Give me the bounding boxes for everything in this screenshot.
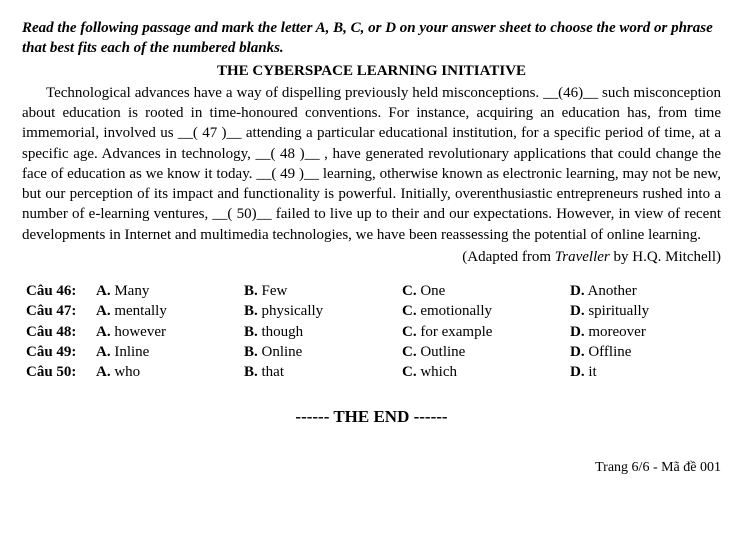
option-key: D. [570,303,585,319]
option-a[interactable]: A. Inline [92,342,240,362]
option-text: though [262,324,304,340]
question-number: Câu 48: [22,322,92,342]
questions-table: Câu 46: A. Many B. Few C. One D. Another… [22,281,721,382]
option-key: B. [244,283,258,299]
option-text: Few [262,283,288,299]
option-a[interactable]: A. Many [92,281,240,301]
option-key: D. [570,364,585,380]
option-key: C. [402,344,417,360]
passage-text: Technological advances have a way of dis… [22,85,721,243]
option-key: A. [96,303,111,319]
option-key: A. [96,344,111,360]
option-a[interactable]: A. however [92,322,240,342]
option-d[interactable]: D. it [566,362,721,382]
passage-title: THE CYBERSPACE LEARNING INITIATIVE [22,61,721,81]
attribution-title: Traveller [555,249,610,265]
option-text: Many [114,283,149,299]
question-number: Câu 50: [22,362,92,382]
option-key: A. [96,364,111,380]
option-text: Online [262,344,303,360]
option-c[interactable]: C. Outline [398,342,566,362]
option-c[interactable]: C. for example [398,322,566,342]
question-row: Câu 48: A. however B. though C. for exam… [22,322,721,342]
instructions-text: Read the following passage and mark the … [22,18,721,59]
option-b[interactable]: B. though [240,322,398,342]
attribution-suffix: by H.Q. Mitchell) [610,249,721,265]
question-number: Câu 47: [22,301,92,321]
option-d[interactable]: D. moreover [566,322,721,342]
option-b[interactable]: B. Few [240,281,398,301]
question-number: Câu 49: [22,342,92,362]
option-key: B. [244,364,258,380]
option-b[interactable]: B. physically [240,301,398,321]
option-c[interactable]: C. One [398,281,566,301]
option-text: spiritually [588,303,649,319]
option-text: it [588,364,596,380]
question-row: Câu 50: A. who B. that C. which D. it [22,362,721,382]
option-text: mentally [114,303,167,319]
option-text: emotionally [420,303,492,319]
option-key: D. [570,344,585,360]
option-text: Another [588,283,637,299]
option-text: who [114,364,140,380]
question-row: Câu 46: A. Many B. Few C. One D. Another [22,281,721,301]
question-row: Câu 47: A. mentally B. physically C. emo… [22,301,721,321]
option-key: A. [96,324,111,340]
option-text: Inline [114,344,149,360]
option-text: moreover [588,324,645,340]
end-marker: ------ THE END ------ [22,406,721,429]
option-d[interactable]: D. Another [566,281,721,301]
attribution: (Adapted from Traveller by H.Q. Mitchell… [22,247,721,267]
option-a[interactable]: A. mentally [92,301,240,321]
option-c[interactable]: C. which [398,362,566,382]
option-key: B. [244,344,258,360]
option-text: for example [420,324,492,340]
option-text: Offline [588,344,631,360]
option-key: C. [402,303,417,319]
option-c[interactable]: C. emotionally [398,301,566,321]
option-text: Outline [420,344,465,360]
option-text: One [420,283,445,299]
option-key: C. [402,283,417,299]
option-key: D. [570,324,585,340]
option-b[interactable]: B. that [240,362,398,382]
option-b[interactable]: B. Online [240,342,398,362]
question-row: Câu 49: A. Inline B. Online C. Outline D… [22,342,721,362]
option-a[interactable]: A. who [92,362,240,382]
option-key: C. [402,364,417,380]
option-key: A. [96,283,111,299]
option-key: D. [570,283,585,299]
option-d[interactable]: D. spiritually [566,301,721,321]
option-key: B. [244,303,258,319]
option-key: B. [244,324,258,340]
option-d[interactable]: D. Offline [566,342,721,362]
page-footer: Trang 6/6 - Mã đề 001 [22,459,721,478]
option-key: C. [402,324,417,340]
question-number: Câu 46: [22,281,92,301]
option-text: physically [262,303,324,319]
option-text: which [420,364,457,380]
attribution-prefix: (Adapted from [462,249,554,265]
option-text: that [262,364,285,380]
option-text: however [114,324,166,340]
passage-body: Technological advances have a way of dis… [22,83,721,245]
